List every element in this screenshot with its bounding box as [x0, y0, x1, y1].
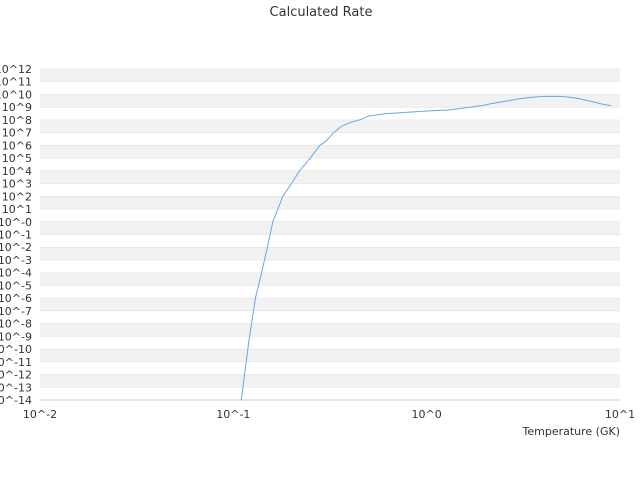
grid-band — [40, 298, 620, 311]
grid-band — [40, 234, 620, 248]
y-tick-label: 10^4 — [2, 165, 32, 178]
y-tick-label: 10^-7 — [0, 305, 32, 318]
grid-band — [40, 349, 620, 362]
y-tick-label: 10^5 — [2, 152, 32, 165]
y-tick-label: 10^3 — [2, 178, 32, 191]
y-tick-label: 10^-12 — [0, 369, 32, 382]
y-tick-label: 10^6 — [2, 139, 32, 152]
grid-band — [40, 158, 620, 171]
y-tick-label: 10^-0 — [0, 216, 32, 229]
grid-band — [40, 247, 620, 260]
y-tick-label: 10^-2 — [0, 241, 32, 254]
grid-band — [40, 361, 620, 375]
grid-band — [40, 374, 620, 388]
grid-band — [40, 69, 620, 82]
grid-band — [40, 323, 620, 337]
x-tick-label: 10^1 — [605, 408, 635, 421]
x-tick-label: 10^0 — [412, 408, 442, 421]
grid-band — [40, 285, 620, 299]
grid-band — [40, 132, 620, 146]
y-tick-label: 10^-3 — [0, 254, 32, 267]
grid-band — [40, 310, 620, 324]
grid-band — [40, 196, 620, 210]
grid-band — [40, 119, 620, 133]
y-tick-label: 10^-8 — [0, 318, 32, 331]
y-tick-label: 10^-5 — [0, 279, 32, 292]
x-axis-label: Temperature (GK) — [522, 425, 621, 438]
y-tick-label: 10^-11 — [0, 356, 32, 369]
y-tick-label: 10^8 — [2, 114, 32, 127]
grid-band — [40, 145, 620, 159]
x-tick-label: 10^-2 — [23, 408, 57, 421]
y-tick-label: 10^-1 — [0, 229, 32, 242]
grid-band — [40, 259, 620, 273]
grid-band — [40, 221, 620, 235]
chart-title: Calculated Rate — [270, 5, 373, 20]
y-tick-label: 10^9 — [2, 101, 32, 114]
grid-band — [40, 209, 620, 222]
grid-bands — [40, 68, 620, 400]
series-line — [240, 95, 612, 401]
y-tick-label: 10^-10 — [0, 343, 32, 356]
y-tick-label: 10^-13 — [0, 381, 32, 394]
y-tick-labels: 10^-1410^-1310^-1210^-1110^-1010^-910^-8… — [0, 63, 32, 407]
y-tick-label: 10^-4 — [0, 267, 32, 280]
y-tick-label: 10^-9 — [0, 330, 32, 343]
x-tick-labels: 10^-2 10^-1 10^0 10^1 — [23, 408, 635, 421]
grid-band — [40, 336, 620, 350]
grid-band — [40, 107, 620, 120]
y-tick-label: 10^12 — [0, 63, 32, 76]
grid-band — [40, 81, 620, 95]
grid-band — [40, 170, 620, 184]
grid-band — [40, 272, 620, 286]
y-tick-label: 10^-14 — [0, 394, 32, 407]
grid-band — [40, 387, 620, 400]
grid-band — [40, 94, 620, 108]
y-tick-label: 10^7 — [2, 127, 32, 140]
y-tick-label: 10^2 — [2, 190, 32, 203]
y-tick-label: 10^1 — [2, 203, 32, 216]
y-tick-label: 10^10 — [0, 88, 32, 101]
x-tick-label: 10^-1 — [216, 408, 250, 421]
y-tick-label: 10^-6 — [0, 292, 32, 305]
y-tick-label: 10^11 — [0, 76, 32, 89]
grid-band — [40, 183, 620, 197]
